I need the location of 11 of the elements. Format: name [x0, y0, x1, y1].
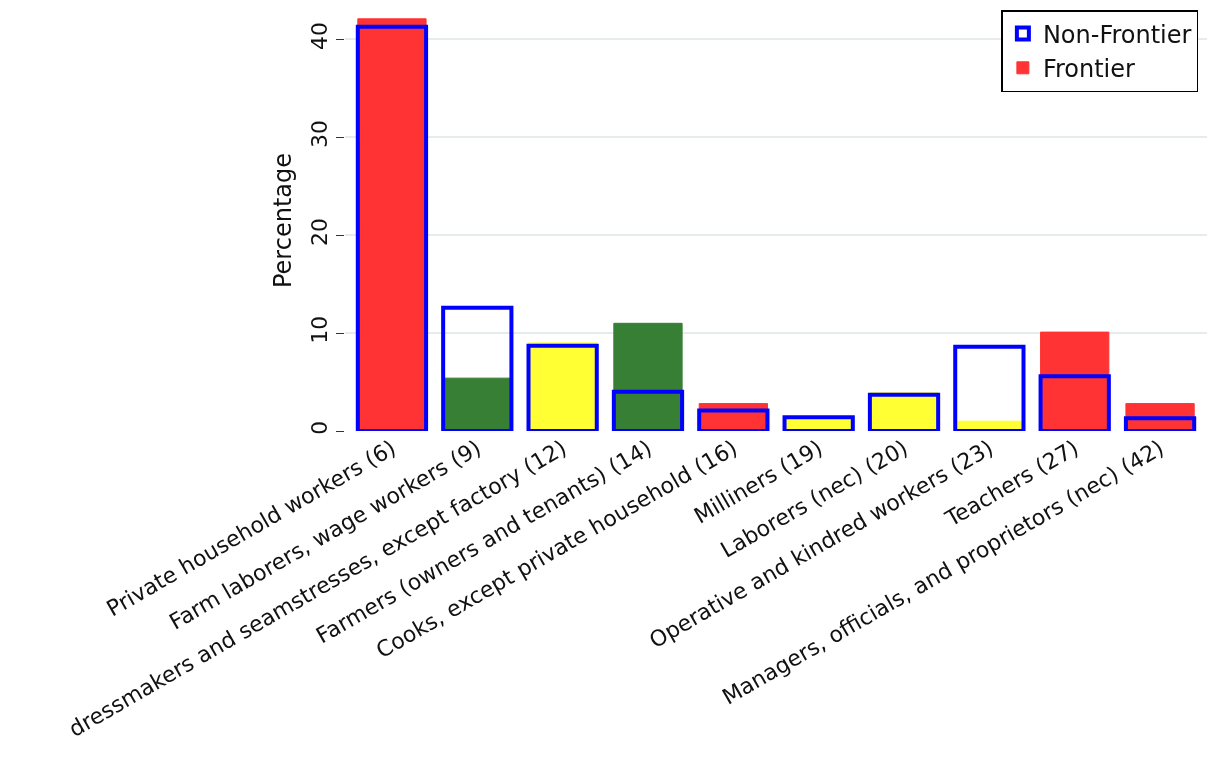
y-tick-label: 40: [307, 22, 333, 51]
y-tick-label: 10: [307, 315, 333, 344]
bar: [442, 377, 512, 431]
y-axis-title: Percentage: [269, 152, 298, 289]
y-tick-label: 20: [307, 217, 333, 246]
bar: [1040, 331, 1110, 431]
bar: [613, 322, 683, 431]
y-tick-label: 0: [307, 420, 333, 435]
legend-label: Frontier: [1042, 55, 1136, 84]
legend-label: Non-Frontier: [1042, 20, 1192, 49]
y-tick-label: 30: [307, 119, 333, 148]
